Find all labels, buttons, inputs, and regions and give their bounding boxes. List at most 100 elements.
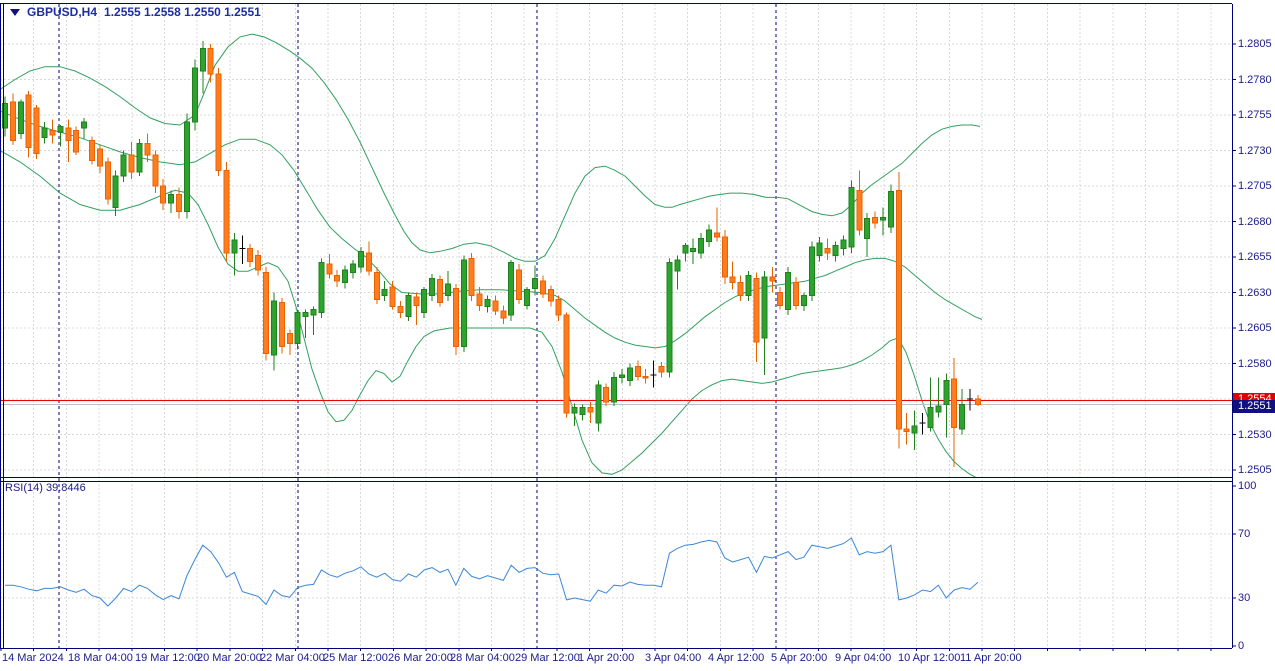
rsi-axis-label: 30 xyxy=(1238,592,1251,604)
candle xyxy=(389,281,396,310)
candle xyxy=(816,237,823,262)
candle xyxy=(761,271,768,375)
price-axis-label: 1.2730 xyxy=(1238,144,1272,157)
candle xyxy=(302,309,309,338)
candle xyxy=(785,266,792,316)
time-axis-label: 5 Apr 20:00 xyxy=(771,652,828,664)
price-axis-label: 1.2780 xyxy=(1238,73,1272,86)
candle xyxy=(65,119,72,162)
time-axis-label: 4 Apr 12:00 xyxy=(708,652,765,664)
candle xyxy=(919,413,926,435)
candle xyxy=(112,170,119,216)
candle xyxy=(539,275,546,299)
candle xyxy=(753,272,760,363)
candle xyxy=(57,124,64,147)
candle xyxy=(808,241,815,302)
candle xyxy=(294,309,301,350)
candle xyxy=(9,93,16,145)
candle xyxy=(658,362,665,378)
candle xyxy=(516,264,523,304)
candle xyxy=(911,410,918,451)
candle xyxy=(967,389,974,411)
candle xyxy=(263,266,270,361)
candle xyxy=(223,161,230,262)
chart-title: GBPUSD,H4 1.2555 1.2558 1.2550 1.2551 xyxy=(10,5,261,19)
candle xyxy=(524,286,531,310)
candle xyxy=(199,41,206,94)
candle xyxy=(895,171,902,449)
candle xyxy=(73,126,80,155)
candle xyxy=(468,252,475,302)
bid-price-tag: 1.2551 xyxy=(1233,400,1275,413)
candle xyxy=(943,373,950,438)
candle xyxy=(698,232,705,259)
candle xyxy=(682,242,689,262)
candles xyxy=(2,41,981,468)
candle xyxy=(49,119,56,144)
rsi-indicator-label: RSI(14) 39.8446 xyxy=(5,482,86,494)
candle xyxy=(880,207,887,236)
candle xyxy=(848,180,855,253)
candle xyxy=(951,357,958,468)
candle xyxy=(104,157,111,205)
candle xyxy=(350,259,357,279)
time-axis-label: 20 Mar 20:00 xyxy=(197,652,262,664)
chevron-down-icon[interactable] xyxy=(10,8,20,16)
candle xyxy=(33,105,40,160)
candle xyxy=(452,284,459,355)
time-axis-label: 11 Apr 20:00 xyxy=(960,652,1022,664)
candle xyxy=(160,178,167,211)
time-axis-label: 29 Mar 12:00 xyxy=(515,652,580,664)
time-axis[interactable]: 14 Mar 2024 18 Mar 04:00 19 Mar 12:00 20 Ma… xyxy=(0,649,1275,671)
time-axis-label: 18 Mar 04:00 xyxy=(68,652,133,664)
candle xyxy=(357,247,364,273)
candle xyxy=(152,150,159,194)
candle xyxy=(611,372,618,407)
candle xyxy=(872,211,879,229)
rsi-line xyxy=(5,537,979,607)
candle xyxy=(397,301,404,319)
candle xyxy=(191,59,198,131)
candle xyxy=(2,96,8,137)
candle xyxy=(777,286,784,310)
candle xyxy=(618,369,625,384)
candle xyxy=(183,113,190,219)
time-axis-label: 26 Mar 20:00 xyxy=(388,652,453,664)
price-axis-label: 1.2505 xyxy=(1238,464,1272,477)
candle xyxy=(215,68,222,177)
candle xyxy=(460,255,467,353)
candle xyxy=(444,271,451,302)
candle xyxy=(334,269,341,287)
rsi-axis-label: 0 xyxy=(1238,640,1245,652)
candle xyxy=(81,117,88,140)
candle xyxy=(555,295,562,321)
price-axis-label: 1.2805 xyxy=(1238,38,1272,51)
candle xyxy=(737,275,744,302)
candle xyxy=(437,275,444,307)
main-panel[interactable] xyxy=(0,33,1232,478)
candle xyxy=(310,306,317,336)
symbol-period-label: GBPUSD,H4 xyxy=(27,5,98,19)
candle xyxy=(342,265,349,289)
candle xyxy=(413,292,420,326)
rsi-panel[interactable] xyxy=(5,537,979,607)
candle xyxy=(563,312,570,418)
candle xyxy=(927,377,934,432)
candle xyxy=(832,241,839,262)
candle xyxy=(326,254,333,279)
candle xyxy=(89,136,96,165)
candle xyxy=(903,413,910,445)
price-axis[interactable]: 1.2805 1.2780 1.2755 1.2730 1.2705 1.2680 1.26… xyxy=(1232,0,1275,652)
candle xyxy=(484,295,491,313)
time-axis-label: 28 Mar 04:00 xyxy=(450,652,515,664)
time-axis-label: 14 Mar 2024 xyxy=(2,652,64,664)
candle xyxy=(642,369,649,384)
candle xyxy=(793,276,799,310)
candle xyxy=(959,389,966,435)
candle xyxy=(120,150,127,182)
candle xyxy=(144,133,151,162)
candle xyxy=(365,241,372,276)
time-axis-label: 9 Apr 04:00 xyxy=(835,652,892,664)
